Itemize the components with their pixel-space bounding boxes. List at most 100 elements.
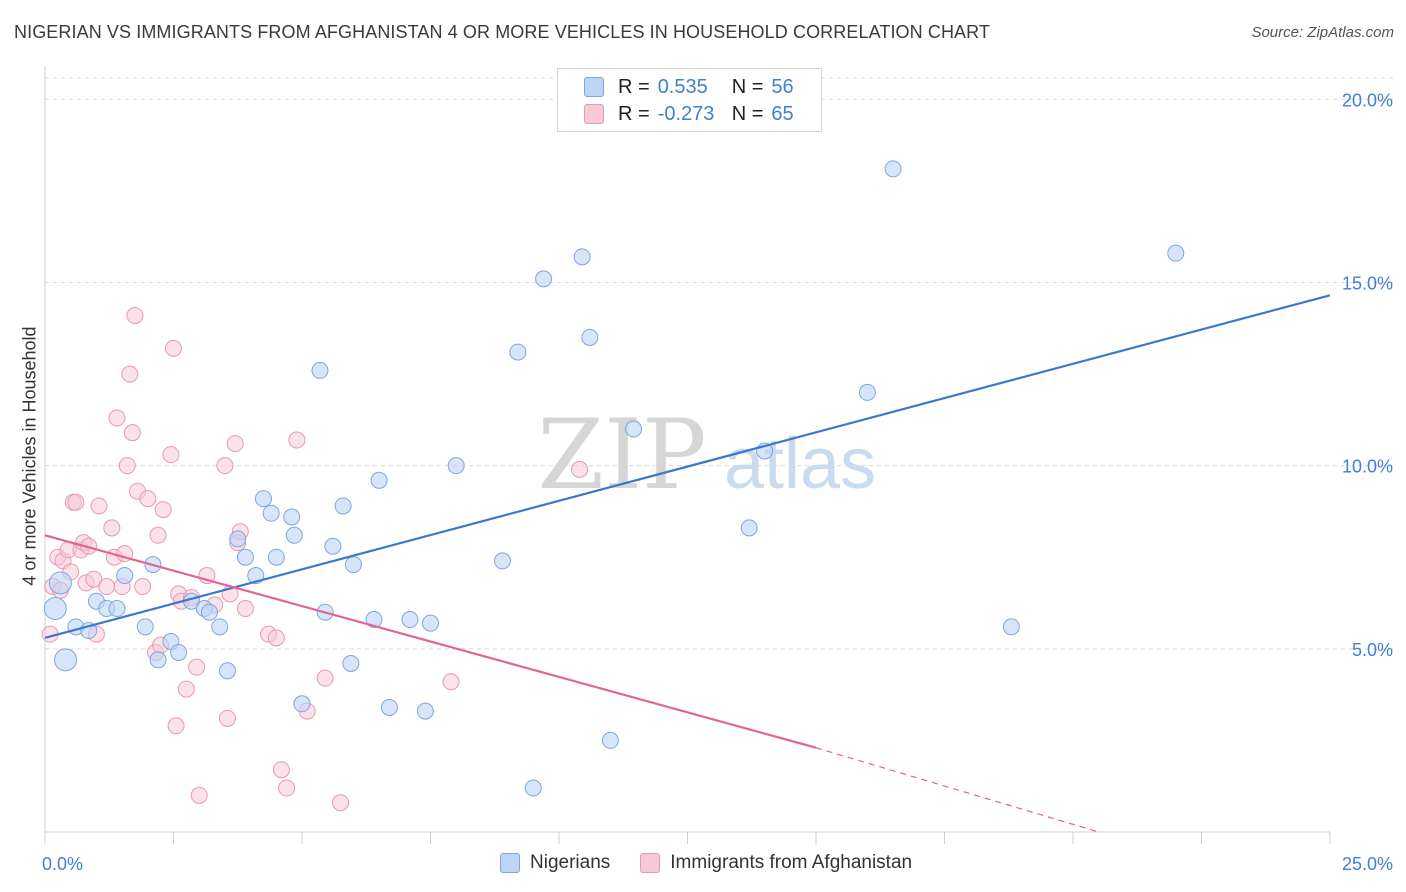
trend-line-nigerians — [44, 294, 1331, 639]
x-tick-label: 25.0% — [1342, 854, 1393, 874]
data-point-afghanistan — [216, 457, 234, 475]
data-point-afghanistan — [123, 424, 141, 442]
data-point-afghanistan — [190, 786, 208, 804]
data-point-afghanistan — [121, 365, 139, 383]
data-point-nigerians — [334, 497, 352, 515]
data-point-afghanistan — [267, 629, 285, 647]
data-point-afghanistan — [236, 600, 254, 618]
data-point-nigerians — [524, 779, 542, 797]
watermark-zip: ZIP — [537, 399, 706, 511]
data-point-afghanistan — [67, 493, 85, 511]
data-point-afghanistan — [139, 490, 157, 508]
trend-line-afghanistan-extension — [815, 747, 1099, 833]
data-point-afghanistan — [103, 519, 121, 537]
chart-title: NIGERIAN VS IMMIGRANTS FROM AFGHANISTAN … — [14, 22, 991, 42]
legend-swatch-blue — [584, 77, 604, 97]
data-point-nigerians — [344, 556, 362, 574]
data-point-nigerians — [1002, 618, 1020, 636]
data-point-afghanistan — [218, 709, 236, 727]
data-point-afghanistan — [165, 339, 182, 357]
data-point-afghanistan — [85, 570, 103, 588]
trend-line-afghanistan — [44, 534, 817, 749]
data-point-nigerians — [509, 343, 527, 361]
data-point-afghanistan — [134, 578, 152, 596]
data-point-afghanistan — [332, 794, 350, 812]
y-tick-label: 15.0% — [1342, 273, 1393, 293]
data-point-nigerians — [283, 508, 301, 526]
data-point-afghanistan — [167, 717, 185, 735]
data-point-afghanistan — [278, 779, 296, 797]
legend-item-afghanistan[interactable]: Immigrants from Afghanistan — [640, 852, 912, 874]
data-point-afghanistan — [272, 761, 290, 779]
data-point-nigerians — [54, 648, 78, 672]
n-value: 56 — [771, 75, 794, 98]
data-point-nigerians — [293, 695, 311, 713]
data-point-nigerians — [370, 471, 388, 489]
x-tick-label: 0.0% — [42, 854, 83, 874]
data-point-nigerians — [267, 548, 285, 566]
data-point-nigerians — [211, 618, 229, 636]
data-point-nigerians — [447, 457, 465, 475]
data-point-nigerians — [218, 662, 236, 680]
data-point-nigerians — [401, 611, 419, 629]
data-point-nigerians — [236, 548, 254, 566]
data-point-nigerians — [884, 160, 902, 178]
data-point-nigerians — [48, 571, 72, 595]
data-point-afghanistan — [288, 431, 306, 449]
data-point-afghanistan — [188, 658, 206, 676]
legend-swatch-pink — [640, 853, 661, 873]
data-point-nigerians — [380, 698, 398, 716]
legend-swatch-pink — [584, 104, 604, 124]
data-point-nigerians — [601, 731, 619, 749]
legend-row-nigerians: R = 0.535 N = 56 — [584, 74, 794, 100]
data-point-nigerians — [858, 383, 876, 401]
data-point-nigerians — [625, 420, 643, 438]
legend-row-afghanistan: R = -0.273 N = 65 — [584, 101, 794, 127]
legend-item-nigerians[interactable]: Nigerians — [500, 852, 610, 874]
correlation-legend: R = 0.535 N = 56 R = -0.273 N = 65 — [557, 68, 822, 132]
data-point-nigerians — [229, 530, 247, 548]
data-point-nigerians — [573, 248, 591, 266]
n-label: N = — [731, 75, 764, 98]
data-point-afghanistan — [118, 457, 136, 475]
data-point-nigerians — [170, 643, 188, 661]
r-value: 0.535 — [657, 75, 708, 98]
watermark: ZIP atlas — [537, 399, 876, 511]
data-point-nigerians — [365, 611, 383, 629]
data-point-afghanistan — [316, 669, 334, 687]
r-value: -0.273 — [657, 102, 715, 125]
data-point-nigerians — [149, 651, 167, 669]
data-point-afghanistan — [571, 460, 589, 478]
trend-lines — [44, 294, 1331, 833]
y-tick-label: 10.0% — [1342, 457, 1393, 477]
data-point-nigerians — [108, 600, 126, 618]
data-point-afghanistan — [226, 435, 244, 453]
r-label: R = — [618, 102, 650, 125]
data-point-afghanistan — [154, 501, 172, 519]
data-point-afghanistan — [126, 306, 144, 324]
data-point-nigerians — [1167, 244, 1185, 262]
data-point-nigerians — [422, 614, 439, 632]
y-tick-label: 20.0% — [1342, 90, 1393, 110]
data-point-nigerians — [416, 702, 434, 720]
data-point-nigerians — [493, 552, 511, 570]
legend-swatch-blue — [500, 853, 520, 873]
tick-labels: 5.0% 10.0% 15.0% 20.0% 0.0% 25.0% — [42, 90, 1393, 874]
data-point-afghanistan — [177, 680, 195, 698]
legend-label: Nigerians — [530, 852, 611, 873]
data-point-nigerians — [116, 567, 134, 585]
n-label: N = — [731, 102, 764, 125]
data-point-nigerians — [254, 490, 272, 508]
data-point-afghanistan — [442, 673, 460, 691]
data-point-nigerians — [285, 526, 303, 544]
data-point-nigerians — [311, 361, 329, 379]
n-value: 65 — [771, 102, 794, 125]
y-tick-label: 5.0% — [1352, 640, 1393, 660]
data-point-nigerians — [740, 519, 758, 537]
data-point-nigerians — [200, 603, 218, 621]
r-label: R = — [618, 75, 650, 98]
legend-label: Immigrants from Afghanistan — [670, 852, 913, 873]
data-point-nigerians — [324, 537, 342, 555]
data-point-afghanistan — [108, 409, 126, 427]
